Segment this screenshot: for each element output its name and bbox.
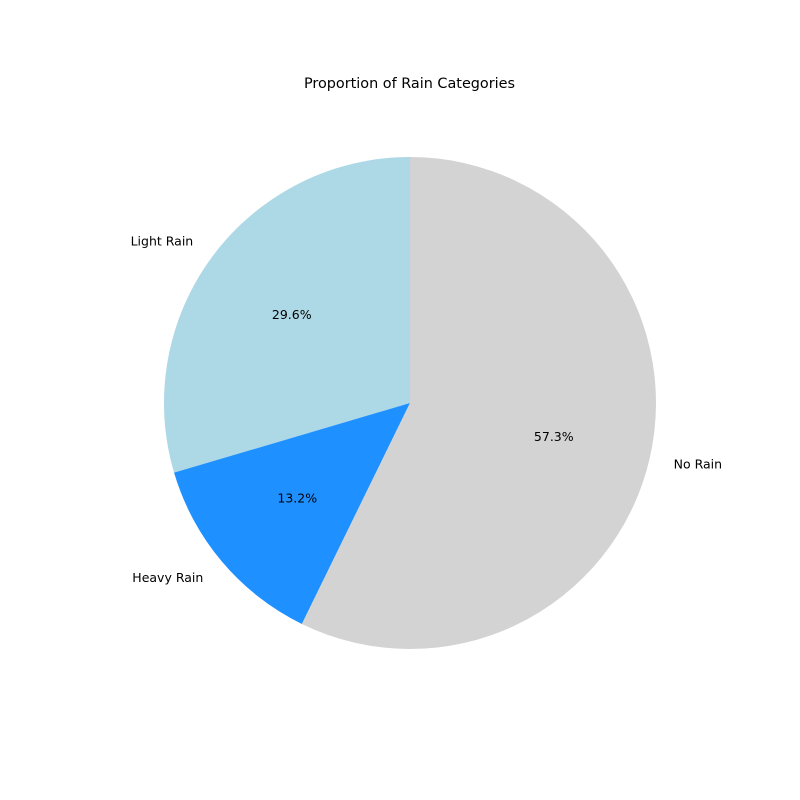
slice-percent-heavy-rain: 13.2%	[277, 491, 317, 506]
slice-percent-no-rain: 57.3%	[534, 429, 574, 444]
pie-slice-heavy-rain	[174, 403, 410, 624]
pie-slice-light-rain	[164, 157, 410, 473]
slice-label-light-rain: Light Rain	[131, 234, 194, 249]
chart-title: Proportion of Rain Categories	[304, 76, 515, 92]
pie-slices	[164, 156, 657, 649]
slice-label-no-rain: No Rain	[674, 457, 722, 472]
slice-label-heavy-rain: Heavy Rain	[132, 570, 203, 585]
slice-percent-light-rain: 29.6%	[272, 307, 312, 322]
pie-labels: Light Rain 29.6% Heavy Rain 13.2% No Rain 57.…	[131, 234, 722, 586]
pie-slice-no-rain	[301, 156, 657, 649]
